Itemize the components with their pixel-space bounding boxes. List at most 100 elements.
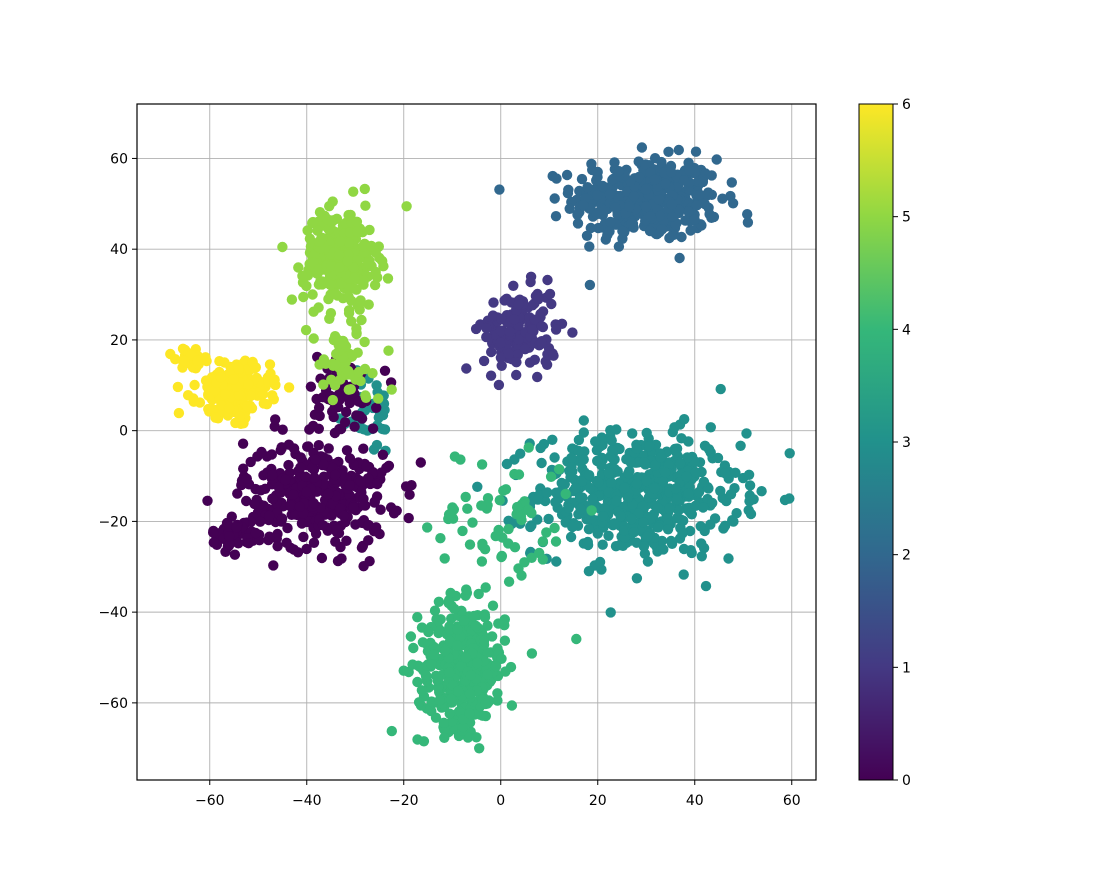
- scatter-point: [509, 542, 521, 553]
- scatter-point: [494, 184, 505, 195]
- scatter-point: [398, 665, 409, 676]
- scatter-point: [622, 492, 634, 503]
- scatter-point: [358, 443, 369, 454]
- scatter-point: [379, 365, 391, 376]
- scatter-point: [550, 324, 562, 335]
- scatter-point: [229, 549, 241, 560]
- scatter-point: [784, 448, 795, 459]
- scatter-point: [208, 537, 219, 548]
- scatter-point: [591, 208, 602, 220]
- scatter-point: [417, 637, 429, 648]
- scatter-point: [432, 673, 444, 684]
- scatter-point: [525, 276, 536, 288]
- scatter-point: [300, 324, 312, 336]
- scatter-point: [571, 633, 582, 645]
- scatter-point: [360, 392, 372, 403]
- scatter-point: [351, 216, 363, 227]
- scatter-point: [649, 483, 660, 494]
- scatter-point: [202, 495, 213, 506]
- scatter-point: [464, 539, 476, 550]
- x-tick-label: 60: [783, 793, 801, 809]
- scatter-point: [343, 209, 354, 221]
- scatter-point: [523, 504, 534, 516]
- scatter-point: [472, 481, 483, 492]
- scatter-point: [633, 171, 645, 183]
- scatter-point: [519, 344, 531, 355]
- scatter-point: [563, 184, 574, 195]
- scatter-point: [260, 483, 271, 494]
- scatter-point: [352, 226, 363, 237]
- scatter-point: [351, 323, 362, 334]
- scatter-point: [671, 494, 683, 505]
- scatter-point: [641, 475, 652, 487]
- scatter-point: [565, 531, 577, 543]
- scatter-point: [363, 299, 374, 310]
- scatter-point: [667, 211, 678, 222]
- scatter-point: [334, 338, 345, 349]
- scatter-point: [673, 144, 684, 156]
- scatter-point: [495, 352, 507, 363]
- scatter-point: [592, 455, 603, 467]
- scatter-point: [726, 177, 737, 188]
- scatter-point: [546, 298, 557, 310]
- scatter-point: [313, 302, 324, 313]
- scatter-point: [231, 522, 242, 533]
- scatter-point: [325, 279, 336, 291]
- y-tick-label: −60: [98, 696, 128, 712]
- scatter-point: [496, 313, 507, 325]
- scatter-point: [482, 620, 493, 631]
- scatter-point: [482, 647, 493, 658]
- scatter-point: [237, 438, 249, 449]
- scatter-point: [671, 446, 682, 458]
- scatter-point: [334, 236, 346, 247]
- colorbar-tick-label: 2: [902, 548, 911, 564]
- scatter-point: [478, 635, 490, 647]
- scatter-point: [572, 209, 583, 220]
- scatter-point: [373, 412, 384, 423]
- scatter-point: [575, 492, 586, 503]
- scatter-point: [633, 508, 645, 519]
- scatter-point: [549, 522, 560, 534]
- scatter-point: [298, 291, 309, 303]
- scatter-point: [379, 424, 391, 435]
- scatter-point: [523, 442, 534, 453]
- scatter-point: [348, 502, 359, 513]
- scatter-point: [590, 436, 601, 447]
- scatter-point: [341, 406, 352, 418]
- scatter-point: [715, 383, 726, 395]
- scatter-point: [295, 462, 306, 473]
- scatter-point: [691, 200, 703, 211]
- scatter-point: [382, 273, 394, 284]
- scatter-point: [748, 494, 759, 505]
- scatter-point: [418, 736, 430, 747]
- scatter-point: [503, 576, 515, 587]
- y-axis: −60 −40 −20 0 20 40 60: [98, 151, 137, 712]
- scatter-point: [662, 524, 674, 535]
- scatter-point: [544, 288, 556, 300]
- scatter-point: [631, 443, 642, 454]
- scatter-point: [593, 477, 604, 488]
- scatter-point: [298, 531, 309, 543]
- scatter-point: [474, 743, 485, 754]
- scatter-point: [348, 186, 359, 197]
- scatter-point: [581, 230, 593, 241]
- scatter-point: [659, 467, 671, 478]
- scatter-point: [462, 732, 474, 743]
- scatter-point: [530, 314, 541, 325]
- scatter-point: [457, 721, 469, 733]
- scatter-point: [487, 600, 499, 611]
- scatter-point: [735, 440, 746, 451]
- scatter-point: [422, 522, 433, 533]
- scatter-point: [756, 486, 767, 497]
- scatter-points: [165, 142, 795, 754]
- scatter-point: [725, 489, 737, 500]
- scatter-point: [264, 359, 276, 370]
- scatter-point: [678, 543, 690, 555]
- scatter-point: [308, 257, 319, 268]
- scatter-point: [295, 452, 306, 463]
- scatter-point: [363, 535, 374, 546]
- y-tick-label: 40: [110, 242, 128, 258]
- scatter-point: [383, 345, 394, 356]
- scatter-point: [492, 695, 503, 706]
